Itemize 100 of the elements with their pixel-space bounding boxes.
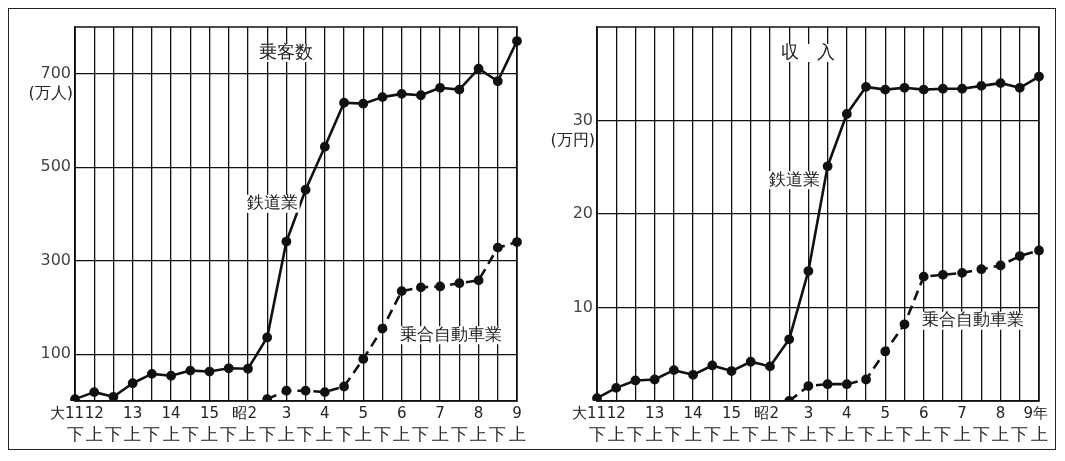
x-tick-label: 下 <box>181 423 199 444</box>
point <box>435 82 446 93</box>
point <box>416 282 426 293</box>
point <box>995 260 1006 271</box>
point <box>803 266 814 276</box>
point <box>611 383 622 393</box>
point <box>454 84 465 95</box>
point <box>416 90 426 101</box>
series-label: 乗合自動車業 <box>399 323 502 344</box>
x-tick-label: 下 <box>665 423 683 444</box>
x-tick-label: 大11下 <box>571 404 606 444</box>
point <box>822 161 833 172</box>
point <box>243 363 253 374</box>
point <box>377 323 388 334</box>
point <box>396 286 407 297</box>
x-tick-label: 12上 <box>84 404 104 444</box>
x-tick-label: 下 <box>489 423 507 444</box>
x-tick-label: 下 <box>373 423 391 444</box>
text: 乗客数 <box>259 40 313 62</box>
point <box>339 97 349 108</box>
point <box>358 354 369 364</box>
point <box>899 319 910 330</box>
point <box>358 98 369 109</box>
point <box>146 368 157 379</box>
x-tick-label: 15上 <box>199 404 220 444</box>
point <box>957 268 968 278</box>
x-tick-label: 下 <box>934 423 952 444</box>
point <box>396 88 407 99</box>
point <box>435 281 446 292</box>
x-tick-label: 下 <box>819 423 837 444</box>
x-tick-label: 14上 <box>683 404 703 444</box>
x-tick-label: 6上 <box>915 404 933 444</box>
point <box>822 379 833 390</box>
point <box>281 385 292 396</box>
point <box>784 334 795 345</box>
point <box>127 378 138 389</box>
x-tick-label: 4上 <box>838 404 856 444</box>
x-tick-label: 下 <box>412 423 430 444</box>
point <box>861 374 871 385</box>
point <box>880 346 891 357</box>
x-tick-label: 下 <box>297 423 315 444</box>
series-label: 鉄道業 <box>246 192 298 213</box>
y-tick-label: 500 <box>40 156 71 176</box>
point <box>473 63 484 74</box>
point <box>300 385 311 396</box>
point <box>1014 251 1025 261</box>
x-tick-label: 下 <box>143 423 161 444</box>
point <box>492 242 503 253</box>
point <box>668 365 679 376</box>
x-tick-label: 7上 <box>953 404 971 444</box>
point <box>726 366 737 376</box>
x-tick-label: 下 <box>335 423 353 444</box>
y-tick-label: 20 <box>572 203 593 223</box>
point <box>841 109 852 119</box>
x-tick-label: 8上 <box>992 404 1010 444</box>
point <box>377 92 388 103</box>
y-axis-title: (万円) <box>550 129 595 149</box>
y-axis-title: (万人) <box>28 82 73 102</box>
point <box>938 83 948 94</box>
point <box>649 374 660 385</box>
x-tick-label: 下 <box>104 423 122 444</box>
x-tick-label: 15上 <box>721 404 742 444</box>
point <box>880 84 891 95</box>
x-tick-label: 9上 <box>508 404 526 444</box>
point <box>473 275 484 286</box>
point <box>319 141 330 152</box>
point <box>492 76 503 87</box>
point <box>918 84 929 95</box>
x-tick-label: 12上 <box>606 404 626 444</box>
x-tick-label: 下 <box>972 423 990 444</box>
y-tick-label: 700 <box>40 62 71 82</box>
x-tick-label: 下 <box>857 423 875 444</box>
point <box>918 271 929 282</box>
point <box>300 184 311 195</box>
point <box>803 381 814 391</box>
x-tick-label: 3上 <box>799 404 817 444</box>
x-tick-label: 6上 <box>393 404 411 444</box>
series-label: 乗合自動車業 <box>921 309 1024 330</box>
point <box>319 387 330 398</box>
series-label: 鉄道業 <box>768 168 820 189</box>
point <box>185 365 196 376</box>
x-tick-label: 13上 <box>123 404 143 444</box>
point <box>339 381 349 392</box>
point <box>745 356 756 367</box>
x-tick-label: 4上 <box>316 404 334 444</box>
point <box>995 78 1006 88</box>
x-tick-label: 8上 <box>470 404 488 444</box>
point <box>1014 82 1025 93</box>
point <box>89 387 100 398</box>
x-tick-label: 5上 <box>354 404 372 444</box>
point <box>108 391 119 401</box>
x-tick-label: 5上 <box>876 404 894 444</box>
x-tick-label: 下 <box>258 423 276 444</box>
point <box>899 82 910 93</box>
x-tick-label: 下 <box>780 423 798 444</box>
point <box>861 81 871 92</box>
text: 収 入 <box>781 40 835 62</box>
point <box>976 264 987 275</box>
point <box>262 332 273 343</box>
y-tick-label: 300 <box>40 249 71 269</box>
